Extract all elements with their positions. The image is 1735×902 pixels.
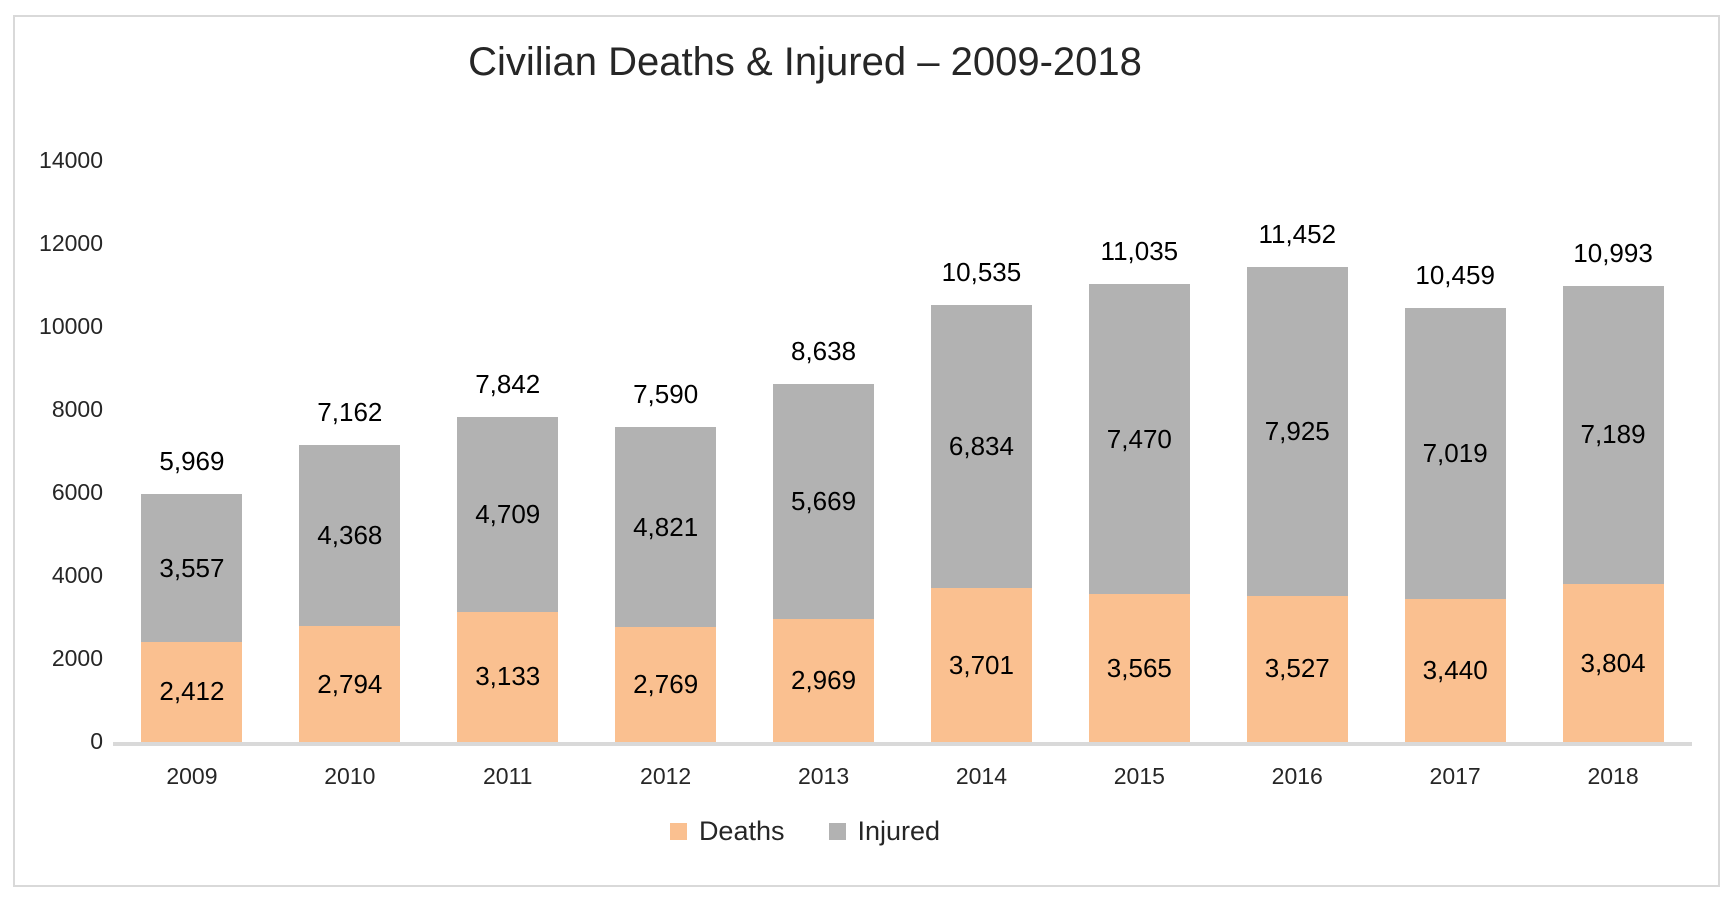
x-tick-label: 2016: [1271, 763, 1323, 789]
deaths-segment: 3,804: [1562, 584, 1664, 742]
injured-value-label: 6,834: [948, 431, 1014, 462]
x-tick-label: 2009: [166, 763, 218, 789]
x-tick-label: 2010: [324, 763, 376, 789]
injured-segment: 7,470: [1088, 284, 1190, 595]
injured-value-label: 4,709: [475, 498, 541, 529]
legend-swatch-injured: [828, 823, 846, 840]
injured-segment: 4,709: [457, 416, 559, 612]
y-tick-label: 0: [90, 728, 103, 754]
deaths-value-label: 3,527: [1264, 653, 1330, 684]
total-value-label: 10,459: [1415, 259, 1495, 290]
x-tick-label: 2018: [1587, 763, 1639, 789]
injured-value-label: 7,019: [1422, 438, 1488, 469]
injured-value-label: 7,470: [1106, 423, 1172, 454]
deaths-value-label: 2,969: [791, 664, 857, 695]
injured-segment: 4,821: [615, 427, 717, 628]
injured-segment: 7,925: [1246, 266, 1348, 596]
deaths-segment: 2,769: [615, 627, 717, 742]
injured-segment: 7,189: [1562, 285, 1664, 585]
deaths-value-label: 2,769: [633, 669, 699, 700]
deaths-segment: 2,794: [299, 626, 401, 742]
injured-segment: 4,368: [299, 444, 401, 627]
deaths-value-label: 3,701: [948, 649, 1014, 680]
legend-swatch-deaths: [669, 823, 687, 840]
legend-item-deaths: Deaths: [669, 816, 785, 847]
x-tick-label: 2015: [1113, 763, 1165, 789]
deaths-segment: 3,440: [1404, 599, 1506, 742]
deaths-segment: 2,969: [773, 618, 875, 742]
legend-label-injured: Injured: [857, 816, 941, 846]
deaths-value-label: 3,440: [1422, 655, 1488, 686]
injured-segment: 5,669: [773, 383, 875, 619]
total-value-label: 7,162: [317, 396, 383, 427]
total-value-label: 11,035: [1100, 236, 1179, 267]
total-value-label: 7,842: [475, 368, 541, 399]
y-tick-label: 4000: [51, 562, 103, 588]
injured-value-label: 5,669: [791, 485, 857, 516]
y-tick-label: 12000: [39, 230, 103, 256]
y-tick-label: 8000: [51, 396, 103, 422]
total-value-label: 8,638: [791, 335, 857, 366]
deaths-value-label: 3,133: [475, 661, 541, 692]
total-value-label: 10,535: [941, 256, 1022, 287]
deaths-value-label: 3,565: [1106, 652, 1172, 683]
legend: Deaths Injured: [0, 816, 1610, 847]
deaths-segment: 2,412: [141, 641, 243, 742]
x-tick-label: 2011: [483, 763, 533, 789]
deaths-value-label: 2,794: [317, 668, 383, 699]
injured-value-label: 4,821: [633, 511, 699, 542]
x-tick-label: 2012: [640, 763, 692, 789]
x-axis-line: [113, 742, 1692, 746]
injured-segment: 6,834: [930, 304, 1032, 589]
injured-value-label: 7,925: [1264, 415, 1330, 446]
deaths-segment: 3,565: [1088, 594, 1190, 742]
y-tick-label: 2000: [51, 645, 103, 671]
y-tick-label: 10000: [39, 313, 103, 339]
injured-value-label: 4,368: [317, 519, 383, 550]
injured-segment: 7,019: [1404, 307, 1506, 600]
total-value-label: 11,452: [1258, 218, 1337, 249]
total-value-label: 7,590: [633, 379, 699, 409]
total-value-label: 5,969: [159, 446, 225, 477]
deaths-value-label: 3,804: [1580, 647, 1646, 678]
deaths-segment: 3,133: [457, 611, 559, 742]
x-tick-label: 2014: [955, 763, 1008, 789]
x-tick-label: 2017: [1429, 763, 1481, 789]
chart-title: Civilian Deaths & Injured – 2009-2018: [468, 40, 1142, 84]
x-tick-label: 2013: [797, 763, 850, 789]
legend-label-deaths: Deaths: [698, 816, 785, 846]
injured-segment: 3,557: [141, 494, 243, 642]
total-value-label: 10,993: [1573, 237, 1653, 268]
y-tick-label: 14000: [39, 147, 103, 173]
injured-value-label: 3,557: [159, 552, 225, 583]
deaths-segment: 3,527: [1246, 595, 1348, 742]
legend-item-injured: Injured: [828, 816, 941, 847]
deaths-segment: 3,701: [930, 588, 1032, 742]
deaths-value-label: 2,412: [159, 676, 225, 707]
y-tick-label: 6000: [51, 479, 103, 505]
injured-value-label: 7,189: [1580, 419, 1646, 450]
